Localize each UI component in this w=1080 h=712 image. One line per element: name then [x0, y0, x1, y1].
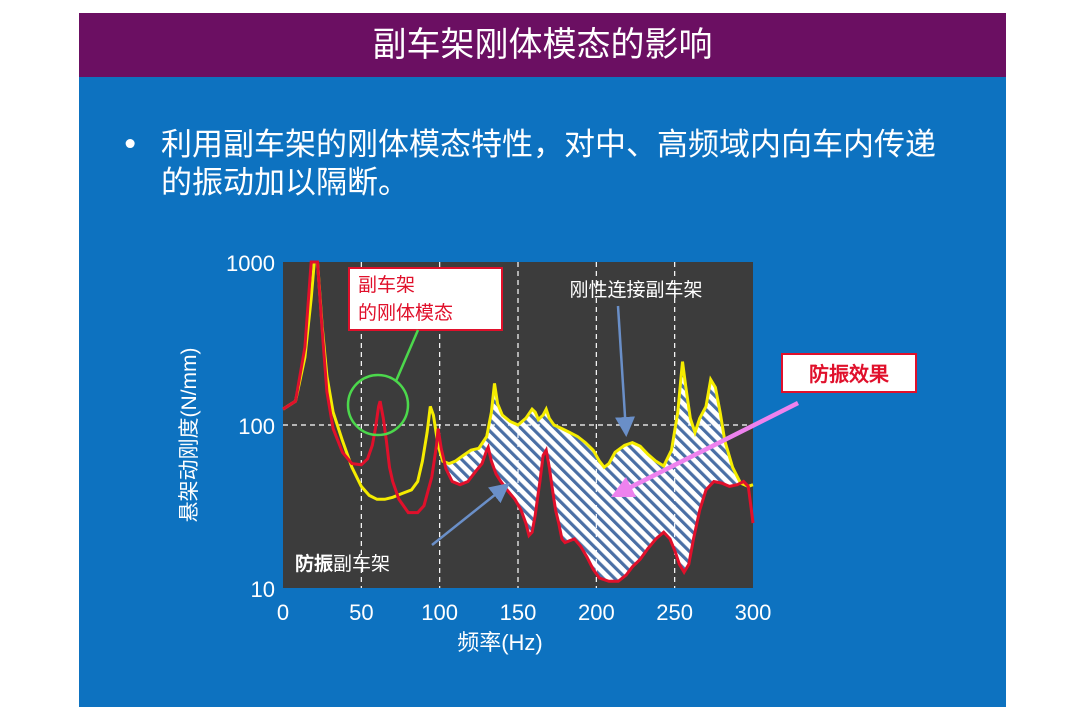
- x-axis-label: 频率(Hz): [457, 630, 543, 655]
- rigid-mode-connector: [394, 329, 420, 382]
- isolated-label-bold: 防振: [295, 552, 333, 575]
- title-bar: 副车架刚体模态的影响: [79, 13, 1006, 77]
- x-tick-labels: 0 50 100 150 200 250 300: [277, 600, 771, 625]
- x-tick-label: 150: [500, 600, 537, 625]
- y-tick-label: 10: [251, 577, 275, 602]
- effect-label-box: [781, 353, 917, 393]
- isolated-series-label: 防振副车架: [295, 552, 390, 575]
- x-tick-label: 100: [421, 600, 458, 625]
- y-tick-label: 1000: [226, 251, 275, 276]
- rigid-mode-label-line2: 的刚体模态: [358, 302, 453, 324]
- rigid-mode-label-box: [348, 267, 503, 331]
- y-tick-label: 100: [238, 414, 275, 439]
- x-tick-label: 250: [656, 600, 693, 625]
- x-tick-label: 200: [578, 600, 615, 625]
- slide-title: 副车架刚体模态的影响: [372, 25, 713, 65]
- series-rigid-subframe-line: [282, 260, 754, 501]
- y-axis-label: 悬架动刚度(N/mm): [178, 348, 201, 523]
- x-tick-label: 300: [735, 600, 772, 625]
- x-tick-label: 0: [277, 600, 289, 625]
- series-isolated-subframe-line: [282, 260, 755, 583]
- bullet-dot: •: [121, 127, 140, 163]
- rigid-series-arrow: [615, 305, 636, 437]
- bullet-text: 利用副车架的刚体模态特性，对中、高频域内向车内传递的振动加以隔断。: [161, 127, 936, 201]
- rigid-series-label: 刚性连接副车架: [569, 279, 702, 301]
- y-tick-labels: 10 100 1000: [226, 251, 275, 602]
- isolated-label-rest: 副车架: [333, 553, 390, 575]
- rigid-mode-label-line1: 副车架: [358, 274, 415, 296]
- effect-arrow: [610, 400, 800, 498]
- rigid-mode-circle: [346, 373, 410, 437]
- x-tick-label: 50: [349, 600, 373, 625]
- effect-label: 防振效果: [809, 362, 889, 386]
- isolation-effect-area: [442, 361, 747, 582]
- isolated-series-arrow: [431, 482, 510, 546]
